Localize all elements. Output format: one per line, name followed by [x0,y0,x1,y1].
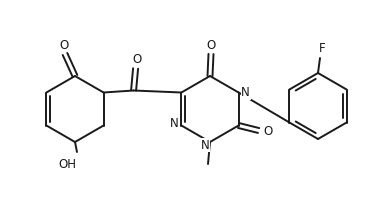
Text: O: O [206,39,216,52]
Text: O: O [59,39,69,52]
Text: OH: OH [58,157,76,170]
Text: N: N [241,86,250,99]
Text: O: O [263,125,272,138]
Text: N: N [170,117,179,130]
Text: F: F [319,41,325,54]
Text: O: O [132,53,141,66]
Text: N: N [200,138,209,151]
